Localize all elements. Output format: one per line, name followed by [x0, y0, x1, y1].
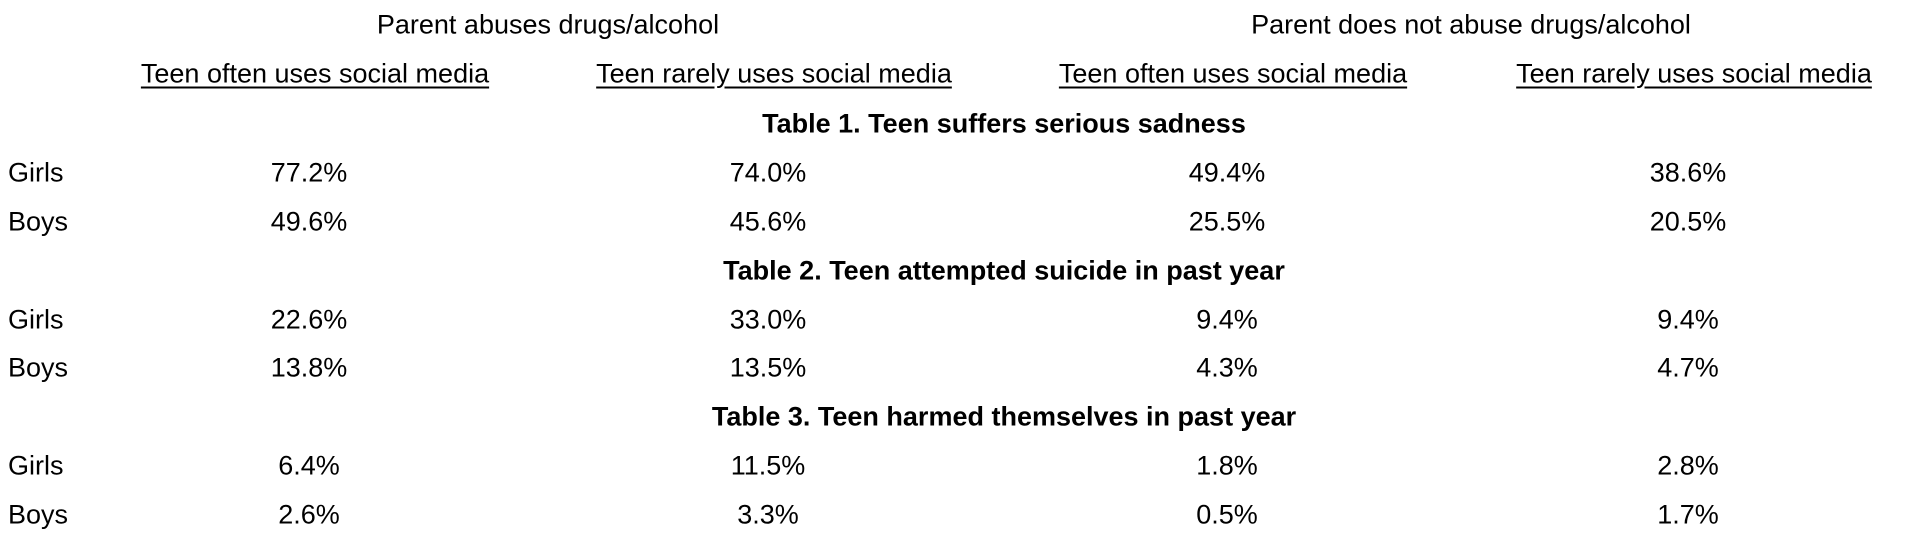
cell-value: 74.0%	[729, 157, 807, 188]
row-label: Boys	[8, 352, 69, 383]
cell-value: 2.6%	[278, 499, 340, 530]
cell-value: 45.6%	[729, 206, 807, 237]
cell-value: 1.7%	[1657, 499, 1719, 530]
cell-value: 4.7%	[1657, 352, 1719, 383]
cell-value: 1.8%	[1196, 450, 1258, 481]
cell-value: 6.4%	[278, 450, 340, 481]
row-label: Boys	[8, 206, 69, 237]
group-header: Parent abuses drugs/alcohol	[376, 9, 720, 40]
cell-value: 25.5%	[1188, 206, 1266, 237]
column-header: Teen rarely uses social media	[596, 58, 952, 89]
cell-value: 4.3%	[1196, 352, 1258, 383]
cell-value: 77.2%	[270, 157, 348, 188]
row-label: Girls	[8, 450, 64, 481]
row-label: Boys	[8, 499, 69, 530]
cell-value: 20.5%	[1649, 206, 1727, 237]
cell-value: 13.5%	[729, 352, 807, 383]
cell-value: 3.3%	[737, 499, 799, 530]
cell-value: 33.0%	[729, 304, 807, 335]
cell-value: 9.4%	[1657, 304, 1719, 335]
column-header: Teen often uses social media	[140, 58, 490, 89]
row-label: Girls	[8, 304, 64, 335]
column-header: Teen often uses social media	[1058, 58, 1408, 89]
cell-value: 13.8%	[270, 352, 348, 383]
cell-value: 0.5%	[1196, 499, 1258, 530]
cell-value: 22.6%	[270, 304, 348, 335]
section-title: Table 1. Teen suffers serious sadness	[762, 108, 1246, 139]
group-header: Parent does not abuse drugs/alcohol	[1251, 9, 1691, 40]
section-title: Table 2. Teen attempted suicide in past …	[723, 255, 1285, 286]
row-label: Girls	[8, 157, 64, 188]
column-header: Teen rarely uses social media	[1516, 58, 1872, 89]
cell-value: 9.4%	[1196, 304, 1258, 335]
cell-value: 49.6%	[270, 206, 348, 237]
cell-value: 49.4%	[1188, 157, 1266, 188]
cell-value: 11.5%	[730, 450, 806, 481]
cell-value: 2.8%	[1657, 450, 1719, 481]
section-title: Table 3. Teen harmed themselves in past …	[711, 401, 1297, 432]
cell-value: 38.6%	[1649, 157, 1727, 188]
